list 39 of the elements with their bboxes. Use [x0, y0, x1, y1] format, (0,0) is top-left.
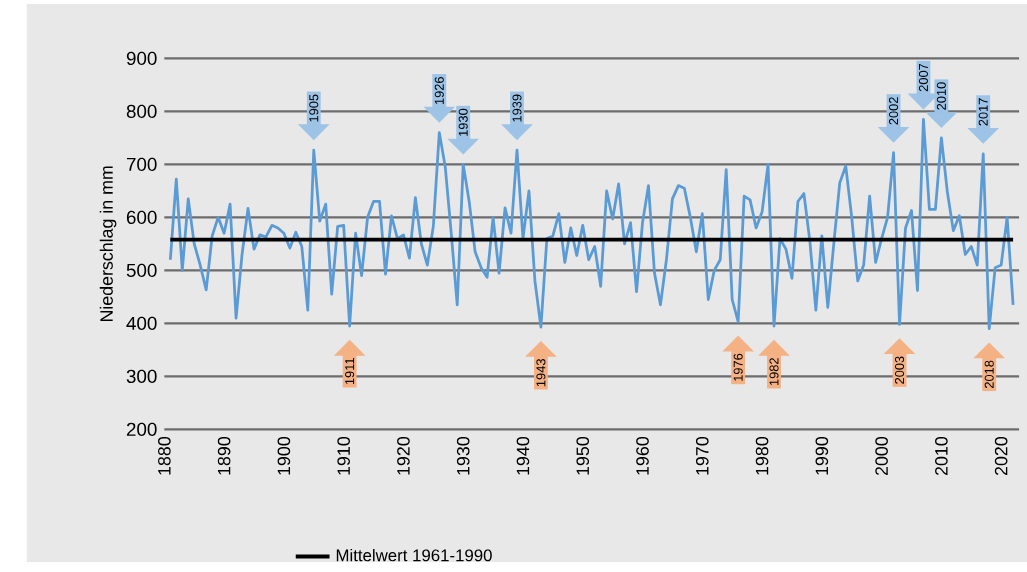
x-tick-label: 1970 [695, 437, 709, 475]
x-tick-label: 1980 [755, 437, 769, 475]
x-tick-label: 1880 [158, 437, 171, 475]
y-tick-label: 900 [126, 51, 157, 66]
x-tick-label: 1930 [456, 437, 470, 475]
x-tick-label: 2000 [875, 437, 888, 476]
x-tick-label: 1950 [576, 437, 590, 475]
annotation: 1939 [512, 94, 522, 122]
y-axis-title: Niederschlag in mm [99, 166, 117, 322]
annotation: 2010 [936, 82, 946, 110]
annotation: 1911 [345, 358, 355, 385]
y-tick-label: 700 [126, 157, 157, 172]
x-tick-label: 1960 [636, 437, 649, 475]
x-tick-label: 1910 [337, 437, 350, 475]
y-tick-label: 500 [126, 263, 157, 278]
annotation: 1976 [733, 353, 743, 381]
legend-label: Mittelwert 1961-1990 [336, 548, 492, 562]
annotation: 2017 [978, 98, 988, 126]
y-tick-label: 200 [126, 422, 157, 436]
x-tick-label: 1990 [815, 437, 829, 475]
annotation: 1926 [434, 77, 444, 105]
y-tick-label: 400 [126, 316, 157, 331]
x-tick-label: 2010 [935, 437, 948, 476]
annotation: 1943 [536, 359, 546, 387]
x-tick-label: 2020 [994, 437, 1008, 476]
annotation: 1905 [309, 94, 319, 122]
x-tick-label: 1940 [516, 437, 530, 475]
y-tick-label: 300 [126, 369, 157, 384]
annotation: 2003 [895, 356, 905, 384]
x-tick-label: 1890 [217, 437, 231, 475]
annotation: 2007 [918, 63, 928, 92]
annotation: 2002 [889, 97, 899, 125]
x-tick-label: 1900 [277, 437, 291, 475]
y-tick-label: 800 [126, 104, 157, 119]
x-tick-label: 1920 [397, 437, 410, 475]
annotation: 1930 [458, 108, 468, 136]
annotation: 2018 [984, 360, 994, 389]
annotation: 1982 [769, 358, 779, 386]
y-tick-label: 600 [126, 210, 157, 225]
